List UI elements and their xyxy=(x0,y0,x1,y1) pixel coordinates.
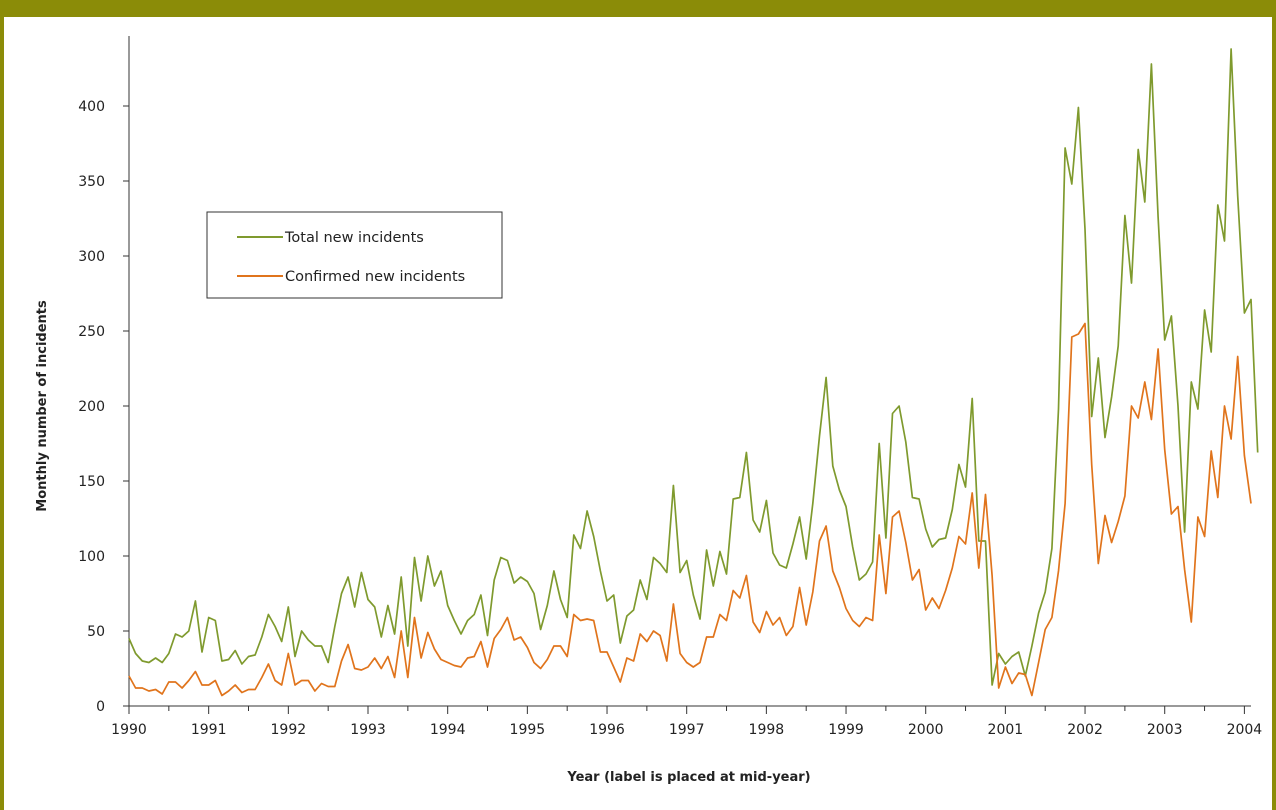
x-tick-label: 1991 xyxy=(191,722,227,738)
x-tick-label: 1999 xyxy=(828,722,864,738)
y-tick-label: 50 xyxy=(87,624,105,640)
series-line-confirmed xyxy=(128,322,1252,697)
x-tick-label: 1996 xyxy=(589,722,625,738)
y-tick-label: 350 xyxy=(78,174,105,190)
legend-label-confirmed: Confirmed new incidents xyxy=(285,269,465,285)
y-tick-label: 400 xyxy=(78,99,105,115)
x-tick-label: 1994 xyxy=(430,722,466,738)
x-tick-label: 2000 xyxy=(908,722,944,738)
header-bar xyxy=(0,0,1276,17)
y-tick-label: 250 xyxy=(78,324,105,340)
y-tick-label: 200 xyxy=(78,399,105,415)
legend-label-total: Total new incidents xyxy=(284,230,424,246)
x-axis-title: Year (label is placed at mid-year) xyxy=(566,770,810,785)
y-tick-label: 300 xyxy=(78,249,105,265)
series-line-total xyxy=(128,48,1259,686)
x-tick-label: 2002 xyxy=(1067,722,1103,738)
x-tick-label: 1990 xyxy=(111,722,147,738)
y-tick-label: 0 xyxy=(96,699,105,715)
legend: Total new incidents Confirmed new incide… xyxy=(206,211,503,299)
series-layer xyxy=(128,48,1259,697)
x-tick-label: 1992 xyxy=(271,722,307,738)
y-axis-title: Monthly number of incidents xyxy=(35,300,50,512)
x-tick-label: 2004 xyxy=(1227,722,1263,738)
x-tick-label: 1995 xyxy=(510,722,546,738)
x-tick-label: 1993 xyxy=(350,722,386,738)
axes: 0 50 100 150 200 250 300 350 400 1990 1991 1992 1993… xyxy=(78,36,1262,738)
x-tick-label: 2001 xyxy=(988,722,1024,738)
legend-box xyxy=(206,211,503,299)
y-tick-label: 100 xyxy=(78,549,105,565)
x-tick-label: 1998 xyxy=(749,722,785,738)
x-tick-label: 1997 xyxy=(669,722,705,738)
y-tick-label: 150 xyxy=(78,474,105,490)
chart-frame xyxy=(0,17,1276,810)
x-tick-label: 2003 xyxy=(1147,722,1183,738)
